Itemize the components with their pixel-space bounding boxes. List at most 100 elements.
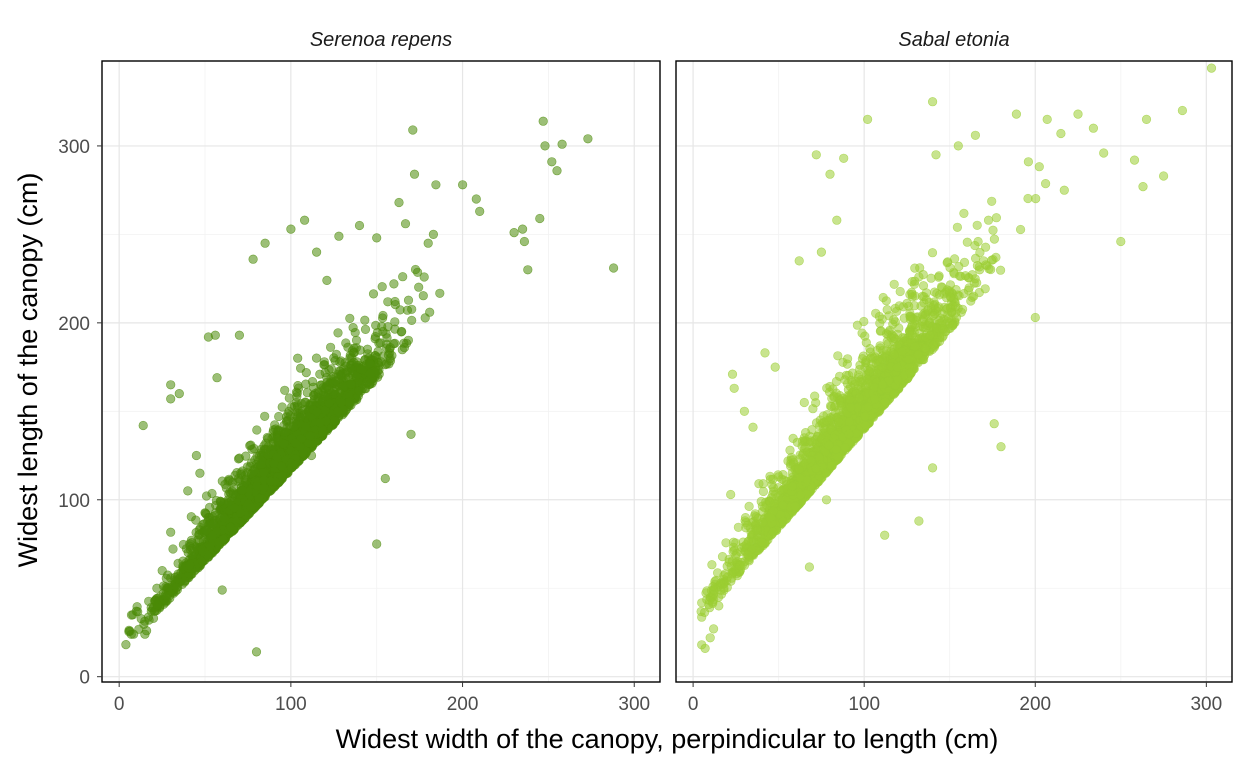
data-point	[889, 279, 899, 289]
data-point	[157, 565, 167, 576]
data-point	[519, 236, 530, 247]
data-point	[423, 238, 433, 248]
data-point	[203, 552, 214, 562]
data-point	[265, 476, 276, 486]
data-point	[409, 169, 420, 179]
data-point	[166, 394, 176, 404]
data-point	[306, 450, 317, 461]
data-point	[207, 488, 217, 499]
data-point	[326, 342, 336, 352]
data-point	[319, 360, 329, 370]
data-point	[293, 353, 303, 363]
data-point	[1031, 194, 1041, 204]
data-point	[166, 527, 176, 537]
data-point	[191, 450, 201, 461]
data-point	[148, 613, 159, 623]
data-point	[330, 416, 340, 426]
data-point	[187, 550, 197, 560]
data-point	[368, 289, 379, 299]
data-point	[471, 194, 481, 204]
data-point	[396, 327, 406, 337]
facet-panel-serenoa	[101, 60, 661, 683]
data-point	[378, 326, 388, 337]
data-point	[289, 422, 299, 432]
data-point	[364, 358, 375, 368]
data-point	[346, 379, 356, 389]
data-point	[195, 468, 205, 478]
data-point	[402, 305, 413, 315]
data-point	[186, 512, 196, 522]
data-point	[289, 401, 300, 411]
data-point	[234, 453, 244, 463]
data-point	[414, 282, 424, 292]
data-point	[878, 292, 888, 303]
data-point	[246, 440, 256, 450]
data-point	[383, 350, 394, 360]
data-point	[219, 513, 229, 523]
data-point	[277, 471, 287, 481]
data-point	[398, 272, 408, 282]
data-point	[334, 231, 344, 241]
data-point	[220, 479, 230, 490]
data-point	[372, 233, 382, 243]
data-point	[173, 569, 183, 579]
data-point	[699, 607, 710, 618]
facet-label-sabal: Sabal etonia	[898, 29, 1009, 51]
data-point	[341, 338, 351, 348]
data-point	[324, 384, 334, 395]
data-point	[336, 397, 346, 408]
data-point	[740, 512, 751, 523]
data-point	[345, 397, 355, 407]
data-point	[352, 357, 362, 367]
data-point	[251, 647, 262, 657]
data-point	[354, 220, 365, 231]
data-point	[952, 222, 963, 232]
data-point	[364, 379, 374, 390]
data-point	[733, 522, 744, 532]
data-point	[201, 525, 211, 536]
data-point	[428, 229, 439, 239]
data-point	[150, 595, 160, 606]
data-point	[758, 486, 769, 497]
data-point	[218, 534, 228, 545]
data-point	[410, 264, 421, 275]
data-point	[315, 369, 325, 379]
data-point	[557, 139, 567, 149]
data-point	[962, 237, 972, 247]
data-point	[394, 197, 404, 208]
data-point	[178, 539, 188, 550]
data-point	[333, 369, 343, 379]
data-point	[246, 502, 256, 512]
data-point	[312, 407, 322, 417]
data-point	[254, 493, 264, 503]
data-point	[964, 283, 974, 293]
data-point	[435, 288, 445, 298]
data-point	[348, 323, 358, 333]
data-point	[345, 350, 355, 360]
data-point	[540, 141, 550, 151]
data-point	[300, 215, 310, 225]
data-point	[152, 583, 162, 593]
data-point	[399, 338, 409, 348]
data-point	[164, 591, 174, 601]
data-point	[377, 282, 387, 292]
data-point	[547, 157, 557, 167]
data-point	[420, 313, 430, 323]
data-point	[208, 518, 218, 529]
data-point	[311, 353, 322, 363]
data-point	[283, 409, 293, 419]
data-point	[121, 639, 131, 650]
data-point	[859, 316, 869, 327]
data-point	[294, 383, 304, 393]
data-point	[552, 166, 562, 176]
data-point	[215, 496, 225, 507]
data-point	[229, 503, 240, 513]
data-point	[983, 215, 994, 225]
data-point	[272, 452, 282, 462]
data-point	[183, 486, 193, 496]
data-point	[333, 407, 343, 417]
data-point	[300, 421, 311, 432]
data-point	[1034, 162, 1044, 172]
data-point	[972, 220, 982, 230]
data-point	[980, 284, 990, 294]
